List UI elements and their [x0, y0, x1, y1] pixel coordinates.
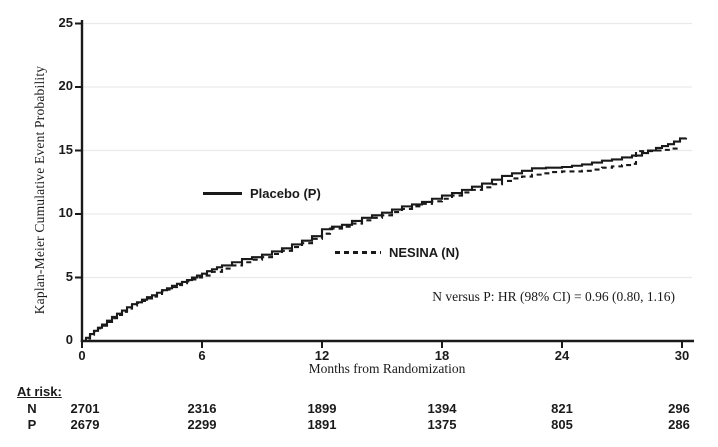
y-tick-label-25: 25: [58, 15, 73, 30]
at-risk-row-label-p: P: [27, 417, 37, 432]
y-tick-label-10: 10: [58, 205, 73, 220]
at-risk-value: 1375: [427, 417, 457, 432]
legend-placebo: Placebo (P): [203, 185, 321, 201]
x-tick-label-0: 0: [78, 348, 86, 363]
legend-nesina-label: NESINA (N): [389, 244, 460, 260]
at-risk-value: 2316: [187, 401, 217, 416]
at-risk-title: At risk:: [17, 384, 62, 399]
hazard-ratio-annotation: N versus P: HR (98% CI) = 0.96 (0.80, 1.…: [432, 289, 675, 304]
nesina-curve: [82, 147, 680, 343]
y-tick-label-0: 0: [65, 332, 73, 347]
dashed-line-icon: [335, 250, 381, 254]
x-tick-label-24: 24: [554, 348, 570, 363]
legend-placebo-label: Placebo (P): [250, 185, 321, 201]
solid-line-icon: [203, 191, 242, 195]
at-risk-value: 286: [668, 417, 690, 432]
at-risk-value: 821: [551, 401, 573, 416]
x-tick-label-12: 12: [314, 348, 330, 363]
at-risk-value: 1891: [307, 417, 337, 432]
x-tick-label-30: 30: [674, 348, 690, 363]
y-tick-label-5: 5: [65, 269, 73, 284]
at-risk-value: 805: [551, 417, 573, 432]
placebo-curve: [82, 137, 688, 343]
at-risk-value: 2679: [70, 417, 100, 432]
y-tick-label-15: 15: [58, 142, 73, 157]
at-risk-value: 296: [668, 401, 690, 416]
at-risk-value: 1394: [427, 401, 457, 416]
at-risk-value: 2701: [70, 401, 100, 416]
x-axis-title: Months from Randomization: [308, 361, 466, 376]
at-risk-row-label-n: N: [27, 401, 37, 416]
at-risk-value: 2299: [187, 417, 217, 432]
y-tick-label-20: 20: [58, 78, 73, 93]
at-risk-value: 1899: [307, 401, 337, 416]
x-tick-label-6: 6: [198, 348, 206, 363]
legend-nesina: NESINA (N): [335, 244, 460, 260]
x-tick-label-18: 18: [434, 348, 450, 363]
